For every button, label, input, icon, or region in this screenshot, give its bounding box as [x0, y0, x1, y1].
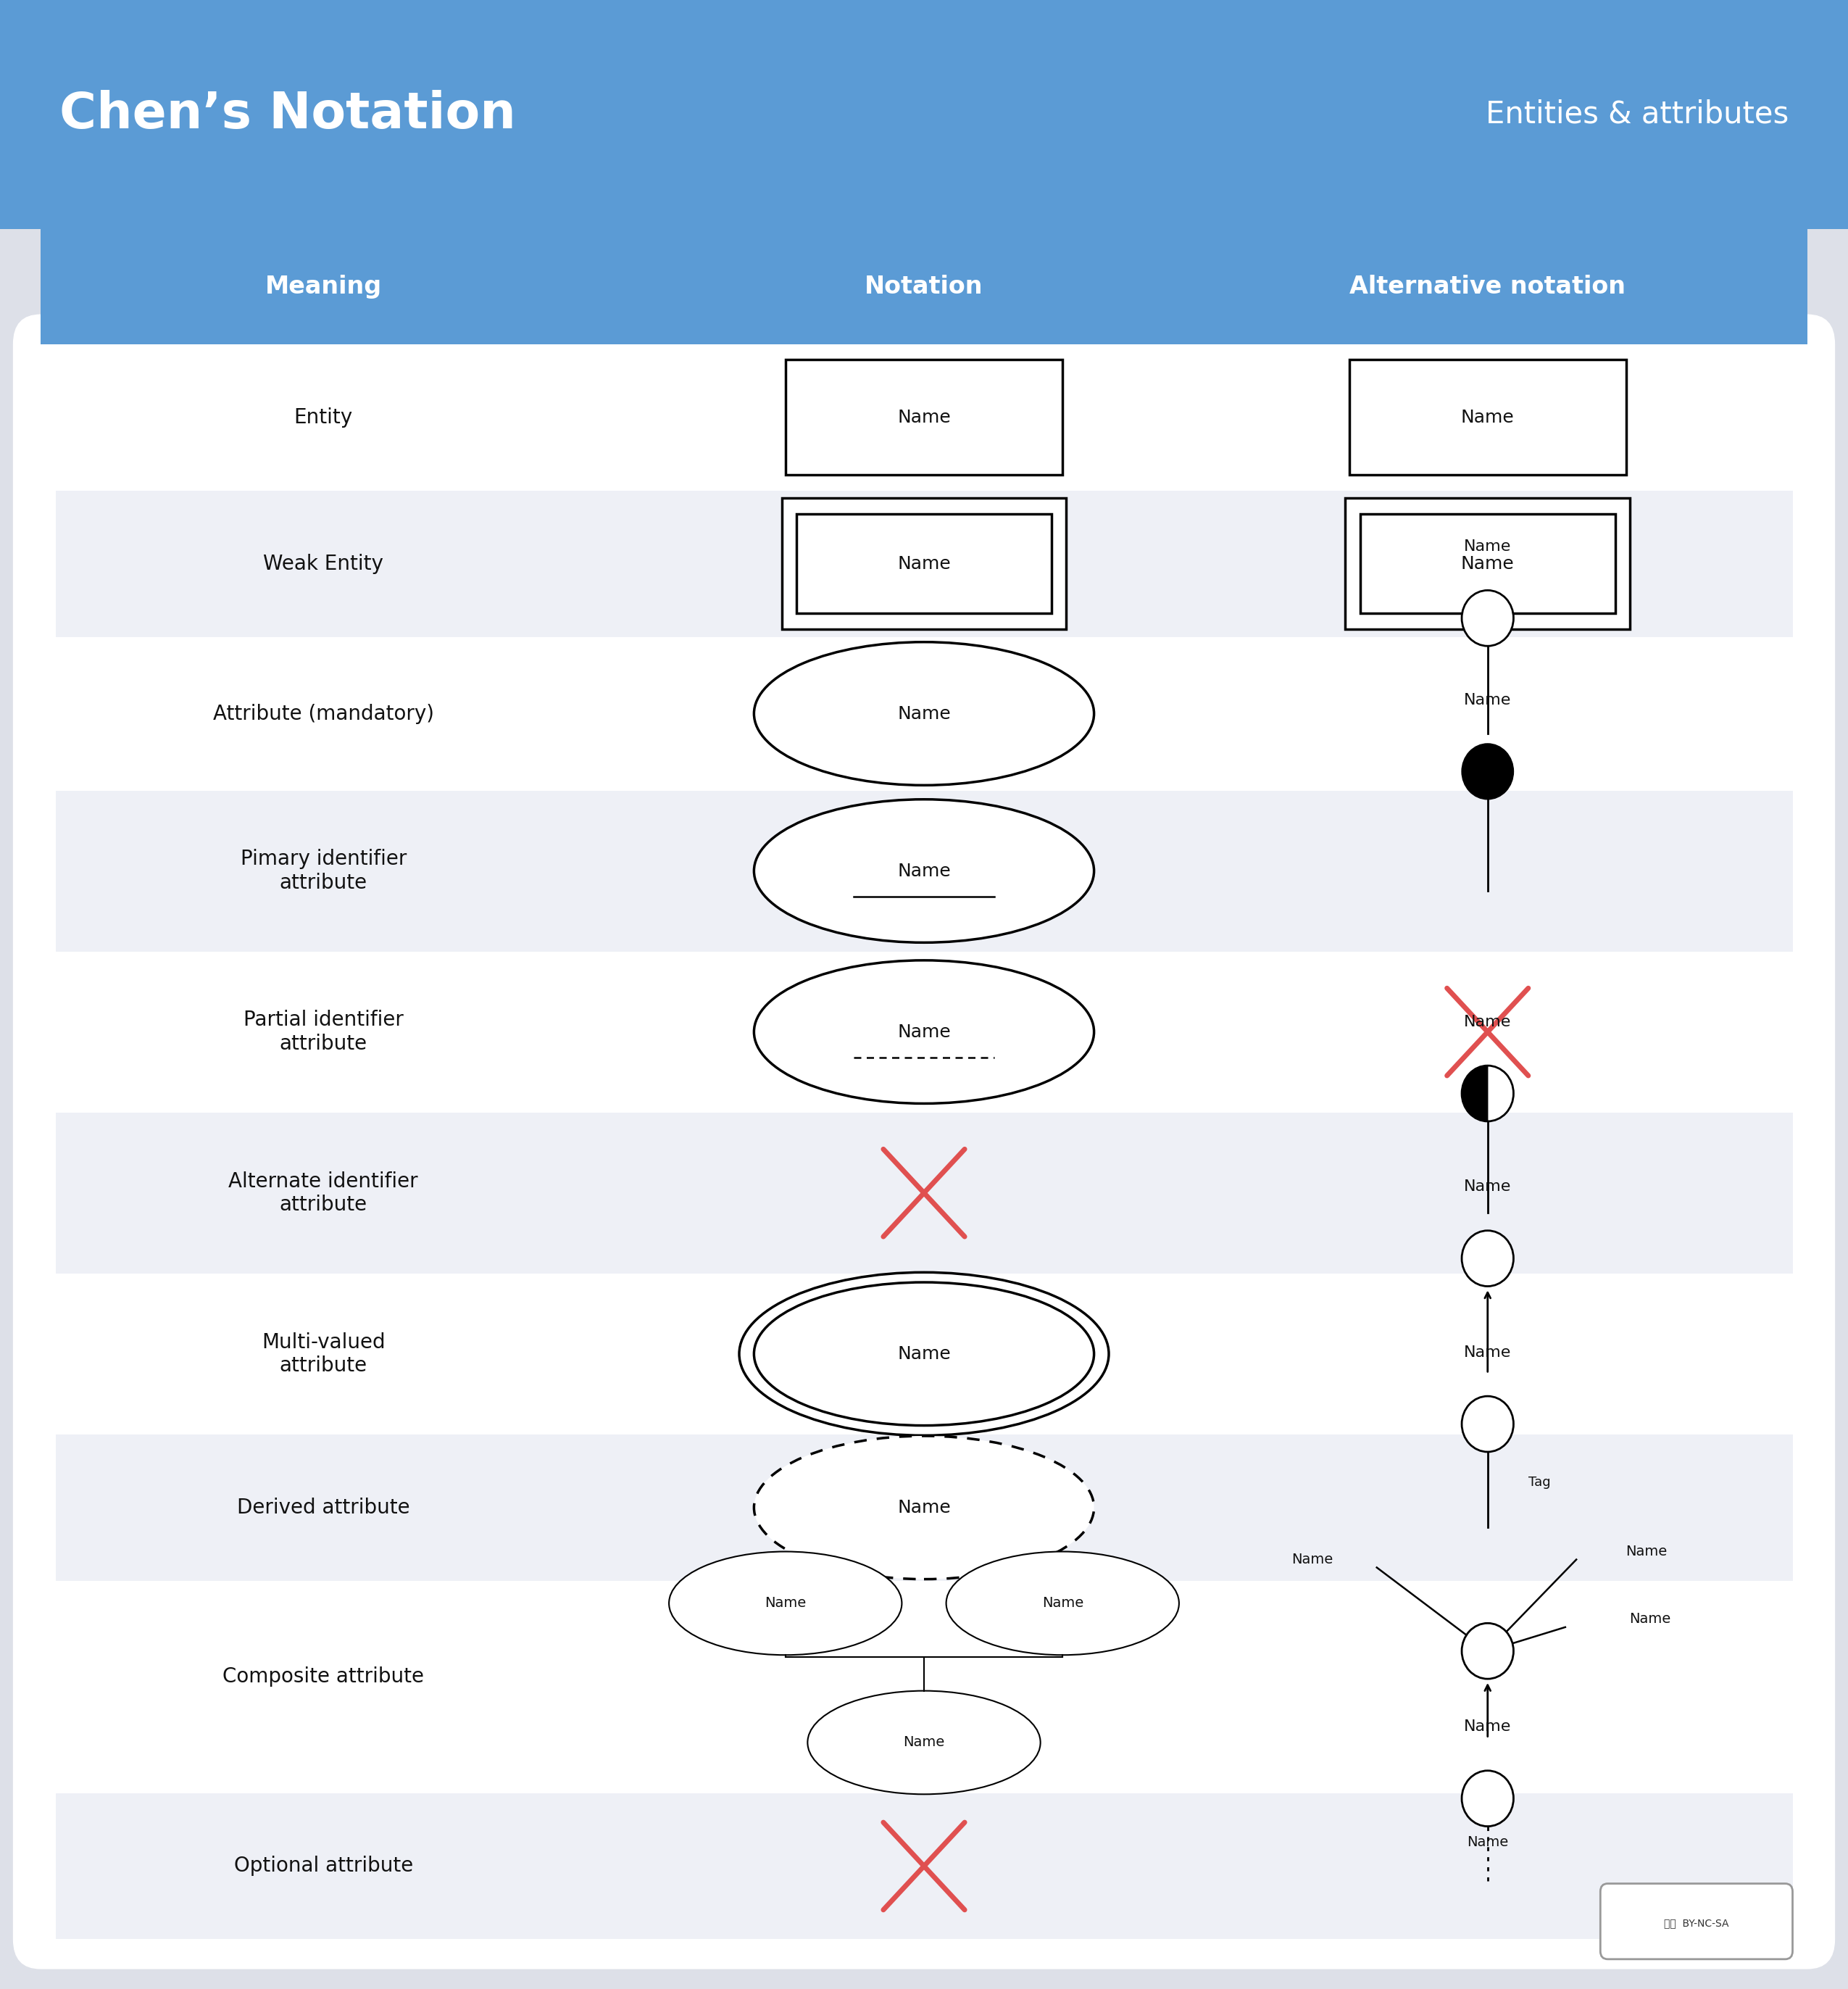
Circle shape — [1462, 744, 1514, 800]
FancyBboxPatch shape — [55, 1581, 1793, 1792]
Text: Name: Name — [1464, 1179, 1512, 1193]
Text: Name: Name — [898, 408, 950, 426]
FancyBboxPatch shape — [55, 790, 1793, 951]
Text: Composite attribute: Composite attribute — [222, 1667, 425, 1687]
Text: Name: Name — [1464, 1345, 1512, 1360]
FancyBboxPatch shape — [782, 497, 1066, 629]
Text: Name: Name — [1462, 408, 1514, 426]
Text: Entities & attributes: Entities & attributes — [1486, 99, 1789, 129]
Circle shape — [1462, 1396, 1514, 1452]
Text: Name: Name — [898, 1022, 950, 1040]
Ellipse shape — [754, 642, 1094, 786]
FancyBboxPatch shape — [55, 636, 1793, 790]
Ellipse shape — [754, 1283, 1094, 1426]
Ellipse shape — [754, 1436, 1094, 1579]
Text: Notation: Notation — [865, 274, 983, 298]
Text: Meaning: Meaning — [264, 274, 383, 298]
FancyBboxPatch shape — [1600, 1884, 1793, 1959]
Circle shape — [1462, 1623, 1514, 1679]
Text: Name: Name — [765, 1597, 806, 1611]
FancyBboxPatch shape — [0, 0, 1848, 229]
Text: Name: Name — [1462, 555, 1514, 573]
FancyBboxPatch shape — [1360, 513, 1615, 613]
Text: Name: Name — [898, 555, 950, 573]
Text: Name: Name — [898, 1345, 950, 1362]
Circle shape — [1462, 591, 1514, 646]
Text: Name: Name — [1464, 1014, 1512, 1028]
FancyBboxPatch shape — [1349, 360, 1626, 475]
Circle shape — [1462, 1066, 1514, 1122]
Text: Alternate identifier
attribute: Alternate identifier attribute — [229, 1172, 418, 1215]
Ellipse shape — [669, 1551, 902, 1655]
Text: Name: Name — [1464, 1720, 1512, 1734]
FancyBboxPatch shape — [55, 1112, 1793, 1273]
Wedge shape — [1462, 1066, 1488, 1122]
Text: Name: Name — [1042, 1597, 1083, 1611]
Text: Name: Name — [1630, 1613, 1671, 1627]
Text: ⓒⓑ  BY-NC-SA: ⓒⓑ BY-NC-SA — [1663, 1917, 1730, 1929]
Text: Optional attribute: Optional attribute — [235, 1856, 412, 1876]
Text: Tag: Tag — [1528, 1476, 1550, 1490]
FancyBboxPatch shape — [55, 951, 1793, 1112]
FancyBboxPatch shape — [796, 513, 1052, 613]
Ellipse shape — [754, 800, 1094, 943]
FancyBboxPatch shape — [55, 1434, 1793, 1581]
Ellipse shape — [808, 1691, 1040, 1794]
Circle shape — [1462, 1231, 1514, 1287]
Text: Name: Name — [1464, 692, 1512, 708]
Text: Name: Name — [1467, 1836, 1508, 1850]
Circle shape — [1462, 1770, 1514, 1826]
FancyBboxPatch shape — [55, 491, 1793, 636]
FancyBboxPatch shape — [41, 229, 1807, 344]
Text: Name: Name — [898, 704, 950, 722]
Ellipse shape — [754, 961, 1094, 1104]
Text: Chen’s Notation: Chen’s Notation — [59, 90, 516, 139]
FancyBboxPatch shape — [785, 360, 1063, 475]
FancyBboxPatch shape — [13, 314, 1835, 1969]
Text: Partial identifier
attribute: Partial identifier attribute — [244, 1010, 403, 1054]
Text: Attribute (mandatory): Attribute (mandatory) — [213, 704, 434, 724]
Text: Name: Name — [904, 1736, 944, 1750]
FancyBboxPatch shape — [55, 1792, 1793, 1939]
FancyBboxPatch shape — [55, 1273, 1793, 1434]
FancyBboxPatch shape — [1345, 497, 1630, 629]
Text: Entity: Entity — [294, 408, 353, 428]
Text: Alternative notation: Alternative notation — [1349, 274, 1626, 298]
Ellipse shape — [739, 1273, 1109, 1436]
Text: Name: Name — [898, 1500, 950, 1516]
Text: Name: Name — [1292, 1553, 1332, 1567]
Ellipse shape — [946, 1551, 1179, 1655]
Text: Derived attribute: Derived attribute — [237, 1498, 410, 1518]
Text: Name: Name — [898, 863, 950, 879]
Text: Multi-valued
attribute: Multi-valued attribute — [262, 1333, 384, 1376]
Text: Pimary identifier
attribute: Pimary identifier attribute — [240, 849, 407, 893]
FancyBboxPatch shape — [55, 344, 1793, 491]
Text: Name: Name — [1626, 1545, 1667, 1559]
Text: Weak Entity: Weak Entity — [262, 553, 384, 573]
Text: Name: Name — [1464, 539, 1512, 553]
